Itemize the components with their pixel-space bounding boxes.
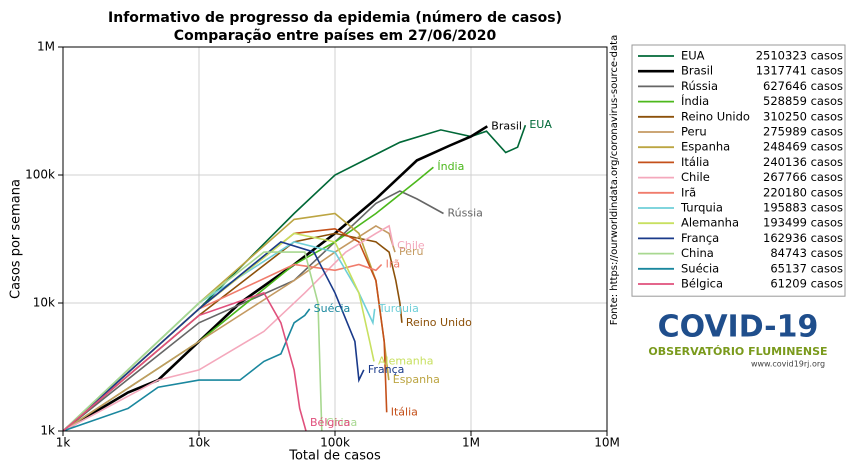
legend-total: 61209 casos [770, 277, 843, 291]
end-label: Suécia [314, 302, 351, 315]
legend-label: Rússia [681, 79, 718, 93]
legend-total: 267766 casos [763, 170, 843, 184]
series-line [63, 224, 394, 431]
legend-label: EUA [681, 49, 705, 63]
y-tick-label: 1k [40, 424, 55, 438]
legend-total: 2510323 casos [756, 49, 843, 63]
series-line [63, 308, 311, 431]
series-line [63, 232, 403, 431]
legend-total: 1317741 casos [756, 64, 843, 78]
legend-total: 65137 casos [770, 261, 843, 275]
legend-total: 310250 casos [763, 109, 843, 123]
legend-label: Chile [681, 170, 710, 184]
x-tick-label: 1k [56, 436, 71, 450]
end-label: Bélgica [310, 416, 350, 429]
legend-label: Irã [681, 185, 696, 199]
x-tick-label: 10M [594, 436, 620, 450]
series-line [63, 190, 444, 431]
legend-label: França [681, 231, 719, 245]
x-tick-label: 1M [462, 436, 480, 450]
legend-label: Peru [681, 125, 707, 139]
end-label: Chile [397, 239, 425, 252]
legend-label: Turquia [680, 201, 723, 215]
x-tick-label: 100k [320, 436, 350, 450]
legend-total: 195883 casos [763, 201, 843, 215]
logo-title: COVID-19 [658, 310, 819, 345]
x-tick-label: 10k [188, 436, 210, 450]
x-axis-label: Total de casos [288, 449, 381, 464]
legend-label: Espanha [681, 140, 730, 154]
logo: COVID-19 OBSERVATÓRIO FLUMINENSE www.cov… [648, 310, 827, 369]
end-label: China [326, 416, 357, 429]
y-tick-label: 100k [25, 168, 55, 182]
end-label: Turquia [378, 302, 419, 315]
legend-label: Itália [681, 155, 709, 169]
logo-url: www.covid19rj.org [751, 360, 825, 369]
end-label: Itália [391, 405, 418, 418]
plot-frame [62, 46, 608, 432]
end-label: Irã [386, 257, 401, 270]
end-label: França [368, 363, 405, 376]
legend-total: 162936 casos [763, 231, 843, 245]
legend-label: Bélgica [681, 277, 723, 291]
legend-total: 528859 casos [763, 94, 843, 108]
series-line [63, 124, 527, 431]
legend-total: 627646 casos [763, 79, 843, 93]
series-line [63, 241, 365, 431]
source: Fonte: https://ourworldindata.org/corona… [609, 35, 620, 325]
logo-subtitle: OBSERVATÓRIO FLUMINENSE [648, 345, 827, 358]
series-line [63, 251, 323, 431]
end-label: Alemanha [378, 354, 434, 367]
legend-label: Brasil [681, 64, 713, 78]
y-tick-label: 1M [37, 40, 55, 54]
end-label: Brasil [491, 119, 522, 132]
series-line [63, 291, 307, 431]
legend-label: Índia [681, 93, 709, 108]
legend-total: 275989 casos [763, 125, 843, 139]
end-label: Rússia [447, 207, 482, 220]
end-label: Índia [437, 160, 464, 173]
legend-total: 193499 casos [763, 216, 843, 230]
end-label: EUA [529, 118, 552, 131]
legend-label: China [681, 246, 714, 260]
legend-label: Alemanha [681, 216, 739, 230]
end-label: Reino Unido [406, 316, 472, 329]
legend-label: Reino Unido [681, 109, 750, 123]
y-axis-label: Casos por semana [9, 179, 24, 299]
legend-total: 220180 casos [763, 185, 843, 199]
y-tick-label: 10k [33, 296, 55, 310]
legend-label: Suécia [681, 261, 719, 275]
end-label: Espanha [393, 373, 440, 386]
chart-title: Informativo de progresso da epidemia (nú… [108, 10, 562, 26]
legend-total: 84743 casos [770, 246, 843, 260]
chart-subtitle: Comparação entre países em 27/06/2020 [174, 28, 497, 44]
legend-total: 240136 casos [763, 155, 843, 169]
legend-total: 248469 casos [763, 140, 843, 154]
end-label: Peru [399, 245, 424, 258]
